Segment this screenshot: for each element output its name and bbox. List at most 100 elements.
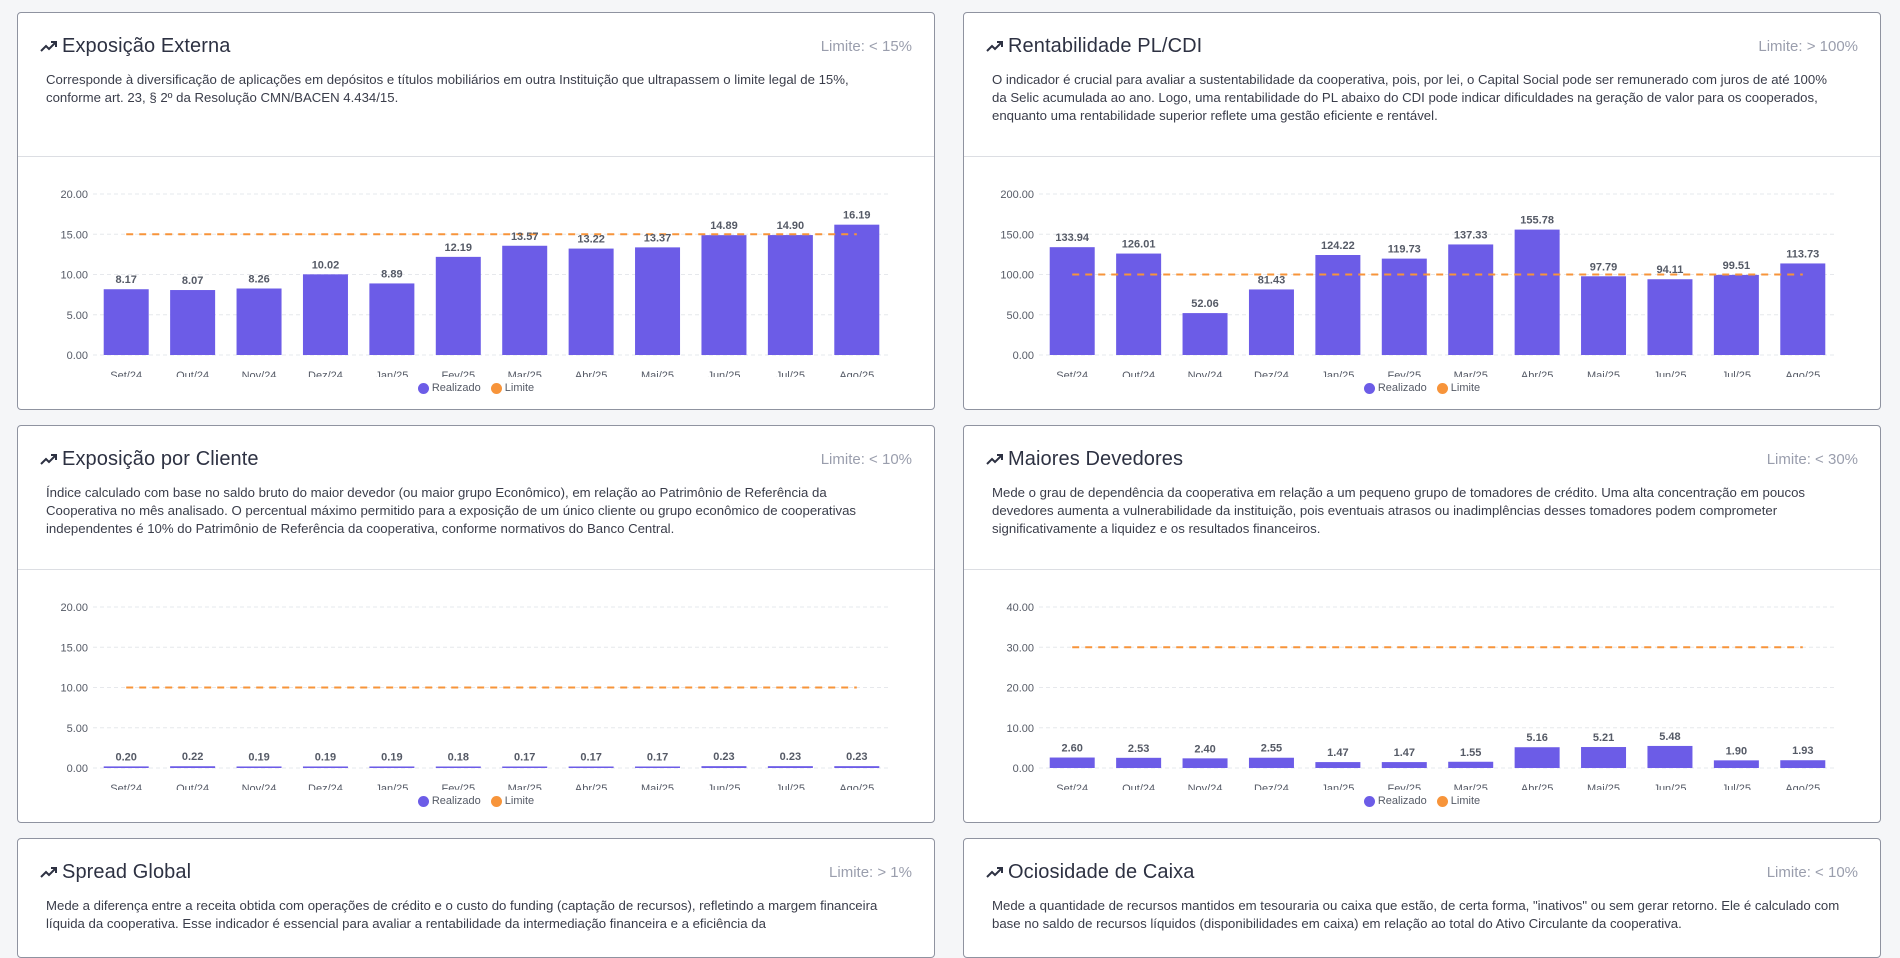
bar <box>369 766 415 768</box>
bar <box>1381 258 1427 355</box>
legend-dot-limite <box>1436 795 1448 807</box>
x-tick-label: Jun/25 <box>1653 783 1686 790</box>
y-tick-label: 5.00 <box>67 310 88 322</box>
legend-item-limite[interactable]: Limite <box>1436 795 1480 807</box>
bar <box>1581 747 1627 768</box>
data-label: 8.17 <box>115 274 136 286</box>
data-label: 2.53 <box>1128 743 1149 755</box>
data-label: 99.51 <box>1723 260 1751 272</box>
y-tick-label: 0.00 <box>1013 763 1034 775</box>
y-tick-label: 10.00 <box>60 270 88 282</box>
x-tick-label: Out/24 <box>1122 370 1155 377</box>
card-description: Mede o grau de dependência da cooperativ… <box>992 485 1806 536</box>
x-tick-label: Fev/25 <box>441 370 475 377</box>
bar <box>568 248 614 355</box>
data-label: 52.06 <box>1191 298 1219 310</box>
data-label: 94.11 <box>1656 264 1683 276</box>
legend-item-realizado[interactable]: Realizado <box>1363 795 1427 807</box>
y-tick-label: 10.00 <box>1006 723 1034 735</box>
bar <box>1713 760 1759 768</box>
data-label: 10.02 <box>312 259 340 271</box>
card-description: Índice calculado com base no saldo bruto… <box>46 485 857 536</box>
y-tick-label: 50.00 <box>1006 310 1034 322</box>
data-label: 8.26 <box>248 274 269 286</box>
x-tick-label: Mar/25 <box>508 783 542 790</box>
bar <box>302 766 348 768</box>
legend-label: Realizado <box>431 795 481 807</box>
bar <box>834 766 880 768</box>
x-tick-label: Jul/25 <box>776 783 805 790</box>
trend-up-icon <box>986 41 1003 52</box>
limit-label: Limite: < 15% <box>820 37 912 55</box>
bar <box>767 235 813 355</box>
x-tick-label: Jul/25 <box>1722 783 1751 790</box>
card-maiores-devedores: Maiores Devedores Limite: < 30% Mede o g… <box>963 425 1881 823</box>
card-rentabilidade-pl-cdi: Rentabilidade PL/CDI Limite: > 100% O in… <box>963 12 1881 410</box>
card-description: Corresponde à diversificação de aplicaçõ… <box>46 72 849 105</box>
legend-item-limite[interactable]: Limite <box>490 795 535 807</box>
x-tick-label: Mai/25 <box>641 370 674 377</box>
legend-label: Limite <box>504 795 535 807</box>
data-label: 0.17 <box>514 752 535 764</box>
x-tick-label: Nov/24 <box>1188 783 1223 790</box>
y-tick-label: 30.00 <box>1006 642 1034 654</box>
y-tick-label: 20.00 <box>60 602 88 614</box>
x-tick-label: Jun/25 <box>707 783 740 790</box>
legend-dot-realizado <box>1363 795 1375 807</box>
x-tick-label: Jan/25 <box>375 783 408 790</box>
trend-up-icon <box>40 867 57 878</box>
x-tick-label: Mai/25 <box>1587 783 1620 790</box>
data-label: 155.78 <box>1520 215 1554 227</box>
data-label: 13.57 <box>511 231 539 243</box>
bar <box>1182 758 1228 768</box>
bar <box>1049 247 1095 355</box>
legend-item-realizado[interactable]: Realizado <box>1363 382 1427 394</box>
data-label: 0.18 <box>448 752 469 764</box>
y-tick-label: 40.00 <box>1006 602 1034 614</box>
legend-label: Realizado <box>1377 382 1427 394</box>
x-tick-label: Abr/25 <box>575 783 607 790</box>
data-label: 97.79 <box>1590 261 1618 273</box>
legend-dot-realizado <box>417 382 429 394</box>
x-tick-label: Dez/24 <box>308 783 343 790</box>
x-tick-label: Ago/25 <box>1785 783 1820 790</box>
data-label: 1.47 <box>1327 747 1348 759</box>
x-tick-label: Ago/25 <box>1785 370 1820 377</box>
x-tick-label: Nov/24 <box>242 370 277 377</box>
data-label: 126.01 <box>1122 239 1156 251</box>
x-tick-label: Jul/25 <box>1722 370 1751 377</box>
data-label: 124.22 <box>1321 240 1355 252</box>
x-tick-label: Set/24 <box>1056 370 1088 377</box>
x-tick-label: Out/24 <box>176 783 209 790</box>
card-title: Exposição por Cliente <box>62 447 259 470</box>
data-label: 0.19 <box>381 751 402 763</box>
bar <box>302 274 348 355</box>
bar <box>1780 263 1826 355</box>
data-label: 0.19 <box>248 751 269 763</box>
limit-label: Limite: < 30% <box>1766 450 1858 468</box>
bar <box>1514 229 1560 355</box>
x-tick-label: Dez/24 <box>308 370 343 377</box>
data-label: 1.55 <box>1460 747 1481 759</box>
bar <box>568 766 614 768</box>
legend-dot-limite <box>490 795 502 807</box>
card-header: Ociosidade de Caixa Limite: < 10% Mede a… <box>964 839 1880 957</box>
card-exposicao-por-cliente: Exposição por Cliente Limite: < 10% Índi… <box>17 425 935 823</box>
bar <box>1514 747 1560 768</box>
bar <box>1049 757 1095 768</box>
x-tick-label: Abr/25 <box>575 370 607 377</box>
bar <box>435 256 481 355</box>
y-tick-label: 5.00 <box>67 723 88 735</box>
legend-item-limite[interactable]: Limite <box>1436 382 1480 394</box>
bar <box>701 235 747 355</box>
x-tick-label: Jun/25 <box>1653 370 1686 377</box>
legend-item-realizado[interactable]: Realizado <box>417 795 481 807</box>
data-label: 5.16 <box>1526 732 1547 744</box>
legend-label: Limite <box>504 382 535 394</box>
x-tick-label: Set/24 <box>110 783 142 790</box>
data-label: 14.89 <box>710 220 738 232</box>
x-tick-label: Mar/25 <box>1454 783 1488 790</box>
legend-item-realizado[interactable]: Realizado <box>417 382 481 394</box>
x-tick-label: Mai/25 <box>1587 370 1620 377</box>
legend-item-limite[interactable]: Limite <box>490 382 535 394</box>
